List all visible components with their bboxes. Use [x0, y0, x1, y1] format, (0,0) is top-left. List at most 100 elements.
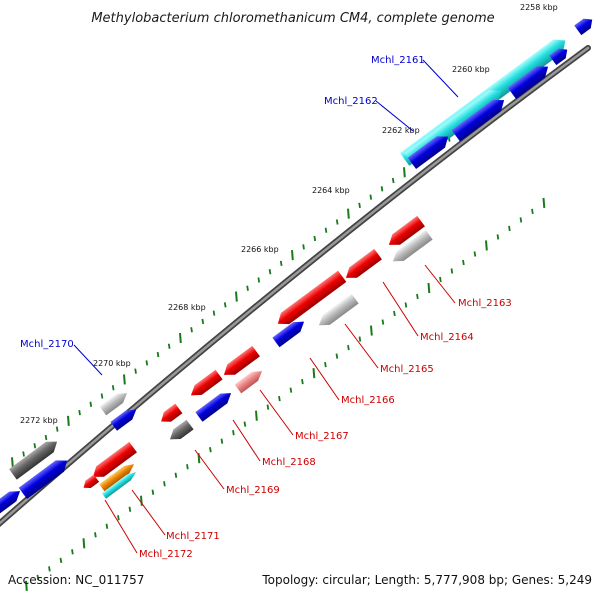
major-tick: [82, 538, 86, 549]
gene-mchl-2165: [277, 270, 347, 325]
gene-label-mchl-2171: Mchl_2171: [166, 531, 220, 542]
minor-tick: [94, 532, 97, 538]
minor-tick: [145, 360, 149, 366]
gene-mchl-2166: [318, 293, 359, 326]
accession-text: Accession: NC_011757: [8, 573, 145, 587]
minor-tick: [246, 285, 249, 291]
gene-blue-arrow: [451, 99, 505, 142]
minor-tick: [190, 327, 193, 333]
minor-tick: [313, 235, 317, 242]
tick-label: 2266 kbp: [241, 245, 279, 254]
minor-tick: [243, 421, 247, 427]
gene-blue-arrow: [0, 491, 21, 514]
gene-mchl-2171: [99, 464, 135, 492]
minor-tick: [391, 177, 395, 184]
minor-tick: [381, 319, 385, 325]
minor-tick: [209, 447, 212, 453]
gene-blue-arrow: [18, 460, 68, 499]
minor-tick: [55, 426, 59, 432]
major-tick: [485, 240, 488, 251]
minor-tick: [223, 302, 227, 308]
gene-blue-arrow: [507, 66, 549, 100]
major-tick: [67, 415, 70, 426]
minor-tick: [380, 186, 384, 192]
leader-line: [131, 489, 166, 536]
minor-tick: [508, 225, 511, 232]
minor-tick: [163, 481, 166, 487]
major-tick: [140, 495, 143, 506]
minor-tick: [347, 344, 350, 351]
minor-tick: [393, 310, 396, 317]
minor-tick: [201, 318, 205, 325]
minor-tick: [462, 259, 465, 266]
minor-tick: [89, 401, 93, 407]
major-tick: [255, 410, 258, 421]
gene-blue-arrow: [574, 18, 593, 36]
gene-blue-arrow: [110, 409, 137, 431]
gene-blue-arrow: [407, 136, 449, 170]
minor-tick: [212, 310, 216, 316]
minor-tick: [278, 395, 281, 402]
minor-tick: [439, 276, 442, 283]
gene-mchl-2163: [388, 215, 425, 245]
minor-tick: [48, 566, 51, 572]
minor-tick: [279, 260, 283, 267]
gene-mchl-2167: [223, 345, 260, 375]
major-tick: [347, 208, 350, 219]
major-tick: [11, 457, 14, 468]
minor-tick: [111, 385, 115, 391]
minor-tick: [44, 434, 48, 441]
leader-line: [344, 323, 379, 369]
major-tick: [235, 291, 238, 302]
minor-tick: [301, 378, 304, 385]
minor-tick: [335, 219, 339, 225]
gene-blue-arrow: [195, 393, 232, 422]
backbone-arc: [0, 45, 591, 527]
gene-label-mchl-2167: Mchl_2167: [295, 431, 349, 442]
minor-tick: [358, 202, 361, 209]
minor-tick: [186, 464, 189, 470]
minor-tick: [531, 208, 534, 215]
leader-line: [104, 499, 138, 554]
gene-red-arrow: [92, 441, 137, 477]
gene-mchl-2168: [234, 371, 263, 394]
leader-line: [194, 449, 225, 490]
leader-line: [375, 100, 414, 132]
major-tick: [427, 282, 431, 294]
tick-label: 2258 kbp: [520, 3, 558, 12]
minor-tick: [220, 438, 224, 444]
minor-tick: [268, 269, 272, 275]
minor-tick: [324, 227, 328, 233]
minor-tick: [156, 351, 160, 358]
gene-label-mchl-2170: Mchl_2170: [20, 339, 74, 350]
label-leader-lines: [73, 59, 459, 554]
major-tick: [291, 250, 294, 261]
minor-tick: [302, 244, 305, 250]
gene-gray-arrow: [392, 229, 433, 262]
minor-tick: [36, 574, 40, 580]
gene-red-arrow: [190, 369, 223, 396]
tick-label: 2264 kbp: [312, 186, 350, 195]
gene-cyan-arrow: [101, 472, 137, 499]
leader-line: [309, 357, 340, 401]
minor-tick: [105, 523, 109, 529]
leader-line: [73, 344, 103, 376]
leader-line: [424, 264, 456, 304]
gene-darkgray-arrow: [169, 419, 194, 440]
tick-label: 2262 kbp: [382, 126, 420, 135]
minor-tick: [100, 393, 104, 399]
tick-label: 2270 kbp: [93, 359, 131, 368]
leader-line: [422, 59, 459, 98]
gene-mchl-2164: [345, 248, 382, 278]
minor-tick: [473, 251, 477, 257]
minor-tick: [71, 549, 74, 555]
minor-tick: [174, 472, 178, 478]
minor-tick: [266, 404, 270, 410]
gene-label-mchl-2168: Mchl_2168: [262, 457, 316, 468]
minor-tick: [117, 515, 120, 521]
minor-tick: [369, 194, 373, 200]
leader-line: [259, 389, 294, 436]
minor-tick: [22, 451, 25, 457]
tick-labels: 2258 kbp 2260 kbp 2262 kbp 2264 kbp 2266 kbp…: [20, 3, 558, 425]
